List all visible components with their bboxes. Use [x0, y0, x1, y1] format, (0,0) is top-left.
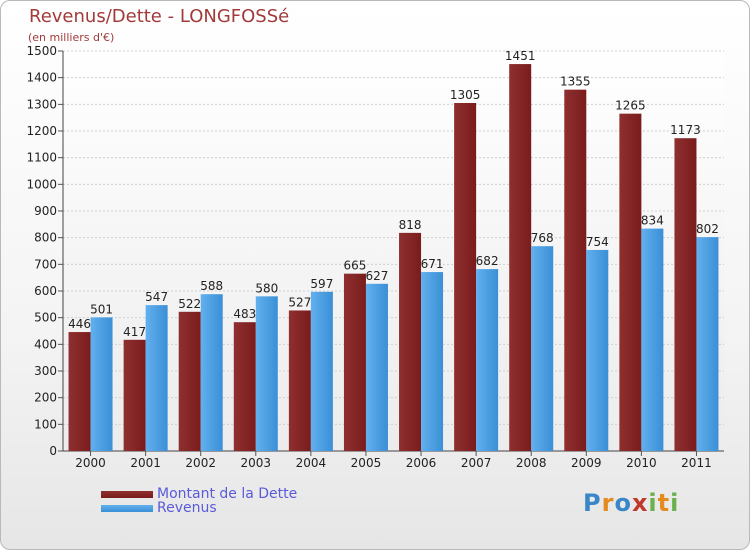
data-label-revenus-2011: 802: [696, 222, 719, 236]
data-label-dette-2006: 818: [399, 218, 422, 232]
data-label-revenus-2004: 597: [310, 277, 333, 291]
x-tick-label: 2004: [296, 456, 327, 470]
bar-dette-2004: [288, 310, 311, 451]
data-label-dette-2010: 1265: [615, 99, 646, 113]
y-tick-label: 300: [34, 364, 57, 378]
bar-dette-2010: [619, 113, 642, 452]
data-label-revenus-2007: 682: [476, 254, 499, 268]
y-tick-label: 700: [34, 257, 57, 271]
chart-legend: Montant de la Dette Revenus: [101, 487, 297, 515]
logo-letter: P: [583, 489, 602, 517]
data-label-revenus-2005: 627: [366, 269, 389, 283]
data-label-dette-2004: 527: [288, 295, 311, 309]
chart-subtitle: (en milliers d'€): [28, 31, 115, 44]
logo-letter: t: [657, 489, 671, 517]
legend-swatch-dette: [101, 490, 153, 498]
bar-revenus-2011: [696, 237, 719, 451]
data-label-dette-2009: 1355: [560, 75, 591, 89]
logo-letter: r: [601, 489, 615, 517]
x-tick-label: 2002: [185, 456, 216, 470]
y-tick-label: 600: [34, 284, 57, 298]
x-tick-label: 2010: [626, 456, 657, 470]
data-label-dette-2002: 522: [178, 297, 201, 311]
legend-label-revenus: Revenus: [157, 500, 217, 516]
bar-revenus-2004: [310, 291, 333, 451]
data-label-revenus-2000: 501: [90, 302, 113, 316]
data-label-revenus-2008: 768: [531, 231, 554, 245]
bar-revenus-2001: [145, 305, 168, 451]
data-label-revenus-2003: 580: [255, 281, 278, 295]
bar-revenus-2006: [421, 272, 444, 451]
y-tick-label: 1500: [26, 44, 57, 58]
y-tick-label: 200: [34, 391, 57, 405]
bar-revenus-2005: [365, 283, 388, 451]
bar-revenus-2008: [531, 246, 554, 451]
y-tick-label: 1100: [26, 151, 57, 165]
data-label-revenus-2009: 754: [586, 235, 609, 249]
y-tick-label: 1200: [26, 124, 57, 138]
data-label-revenus-2010: 834: [641, 214, 664, 228]
bar-dette-2003: [233, 322, 256, 451]
legend-item-dette: Montant de la Dette: [101, 487, 297, 501]
bar-dette-2011: [674, 138, 697, 451]
proxiti-logo: Proxiti: [583, 489, 679, 517]
plot-area: [63, 51, 724, 451]
bar-revenus-2010: [641, 228, 664, 451]
bar-dette-2005: [343, 273, 366, 451]
bar-dette-2002: [178, 311, 201, 451]
bar-revenus-2009: [586, 249, 609, 451]
logo-letter: o: [614, 489, 632, 517]
data-label-dette-2011: 1173: [670, 123, 701, 137]
legend-item-revenus: Revenus: [101, 501, 297, 515]
data-label-revenus-2002: 588: [200, 279, 223, 293]
data-label-revenus-2006: 671: [421, 257, 444, 271]
data-label-dette-2000: 446: [68, 317, 91, 331]
data-label-dette-2008: 1451: [505, 49, 536, 63]
data-label-dette-2005: 665: [344, 259, 367, 273]
bar-dette-2006: [399, 232, 422, 451]
legend-label-dette: Montant de la Dette: [157, 486, 298, 502]
x-tick-label: 2003: [241, 456, 272, 470]
data-label-revenus-2001: 547: [145, 290, 168, 304]
bar-dette-2000: [68, 332, 91, 451]
x-tick-label: 2007: [461, 456, 492, 470]
legend-swatch-revenus: [101, 504, 153, 512]
y-tick-label: 1000: [26, 177, 57, 191]
logo-letter: i: [670, 489, 680, 517]
x-tick-label: 2009: [571, 456, 602, 470]
y-tick-label: 1300: [26, 97, 57, 111]
logo-letter: i: [648, 489, 658, 517]
bar-revenus-2007: [476, 269, 499, 451]
x-tick-label: 2008: [516, 456, 547, 470]
x-tick-label: 2000: [75, 456, 106, 470]
y-tick-label: 500: [34, 311, 57, 325]
x-tick-label: 2011: [681, 456, 712, 470]
y-tick-label: 800: [34, 231, 57, 245]
data-label-dette-2001: 417: [123, 325, 146, 339]
logo-letter: x: [631, 489, 649, 517]
data-label-dette-2003: 483: [233, 307, 256, 321]
x-tick-label: 2001: [130, 456, 161, 470]
y-tick-label: 900: [34, 204, 57, 218]
y-tick-label: 400: [34, 337, 57, 351]
x-tick-label: 2006: [406, 456, 437, 470]
x-tick-label: 2005: [351, 456, 382, 470]
bar-dette-2001: [123, 339, 146, 451]
bar-dette-2008: [509, 64, 532, 452]
bar-revenus-2002: [200, 294, 223, 451]
y-tick-label: 1400: [26, 71, 57, 85]
bar-revenus-2003: [255, 296, 278, 451]
data-label-dette-2007: 1305: [450, 88, 481, 102]
chart-title: Revenus/Dette - LONGFOSSé: [29, 6, 290, 27]
bar-revenus-2000: [90, 317, 113, 451]
y-tick-label: 0: [49, 444, 57, 458]
bar-dette-2009: [564, 89, 587, 452]
y-tick-label: 100: [34, 417, 57, 431]
bar-dette-2007: [454, 103, 477, 451]
